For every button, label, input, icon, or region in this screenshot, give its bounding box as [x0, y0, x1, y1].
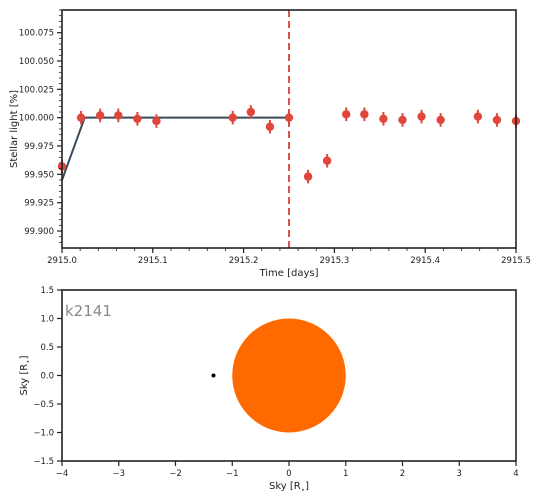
x-tick-label: 2915.1 — [138, 256, 168, 266]
x-tick-label: 0 — [286, 469, 291, 479]
star-disk — [232, 318, 346, 433]
sky-view-x-axis-label: Sky [R⋆] — [269, 481, 309, 494]
y-tick-label: −1.0 — [33, 429, 54, 439]
data-point — [360, 110, 369, 119]
data-point — [133, 114, 142, 124]
y-tick-label: 99.975 — [24, 142, 54, 152]
x-tick-label: 2915.4 — [410, 256, 440, 266]
data-point — [284, 113, 294, 122]
y-tick-label: 0.0 — [40, 372, 54, 382]
y-tick-label: 100.025 — [19, 85, 54, 95]
x-tick-label: 4 — [513, 469, 518, 479]
sky-view-panel: −4 −3 −2 −1 0 1 2 3 4 −1.5 −1.0 −0.5 0.0 0.5 1.0 1.5 k2… — [19, 286, 519, 494]
x-tick-label: 1 — [343, 469, 348, 479]
x-tick-label: −3 — [112, 469, 125, 479]
sky-view-y-axis-label: Sky [R⋆] — [19, 355, 32, 395]
x-tick-label: −4 — [56, 469, 69, 479]
data-point — [322, 156, 332, 165]
x-tick-label: 2915.3 — [320, 256, 350, 266]
data-point — [417, 112, 426, 121]
light-curve-x-axis-label: Time [days] — [258, 268, 318, 279]
y-tick-label: 1.5 — [40, 286, 54, 296]
light-curve-y-axis-label: Stellar light [%] — [9, 90, 20, 168]
y-tick-label: 100.000 — [19, 114, 54, 124]
y-tick-label: 99.900 — [24, 227, 54, 237]
x-tick-label: −1 — [226, 469, 239, 479]
data-point — [436, 115, 445, 125]
light-curve-ticks: 2915.0 2915.1 2915.2 2915.3 2915.4 2915.5 99.9… — [19, 9, 531, 266]
data-point — [398, 115, 407, 125]
data-point — [76, 113, 86, 122]
x-tick-label: 2915.2 — [229, 256, 259, 266]
data-point — [342, 110, 351, 119]
data-point — [246, 107, 256, 117]
sky-view-ticks: −4 −3 −2 −1 0 1 2 3 4 −1.5 −1.0 −0.5 0.0 0.5 1.0 1.5 — [33, 286, 518, 479]
data-point — [114, 111, 123, 120]
y-tick-label: 0.5 — [40, 343, 54, 353]
sky-view-plot-area — [211, 318, 346, 433]
y-tick-label: 1.0 — [40, 315, 54, 325]
light-curve-plot-area — [57, 10, 521, 248]
y-tick-label: 99.950 — [24, 170, 54, 180]
data-point — [473, 112, 483, 121]
y-tick-label: 100.050 — [19, 57, 54, 67]
x-tick-label: 2915.0 — [47, 256, 77, 266]
y-tick-label: 99.925 — [24, 199, 54, 209]
data-point — [228, 113, 237, 122]
data-point — [492, 115, 502, 125]
data-point — [152, 116, 161, 126]
y-tick-label: −0.5 — [33, 400, 54, 410]
y-tick-label: −1.5 — [33, 457, 54, 467]
data-point — [379, 114, 388, 124]
x-tick-label: 2 — [400, 469, 405, 479]
x-tick-label: 3 — [457, 469, 462, 479]
x-tick-label: −2 — [169, 469, 182, 479]
planet-dot — [211, 373, 216, 378]
data-point — [95, 111, 105, 120]
target-name-label: k2141 — [65, 302, 112, 320]
y-tick-label: 100.075 — [19, 29, 54, 39]
x-tick-label: 2915.5 — [501, 256, 531, 266]
light-curve-panel: 2915.0 2915.1 2915.2 2915.3 2915.4 2915.5 99.9… — [9, 9, 531, 279]
data-point — [265, 122, 275, 131]
data-point — [303, 172, 313, 181]
model-line — [61, 116, 289, 181]
